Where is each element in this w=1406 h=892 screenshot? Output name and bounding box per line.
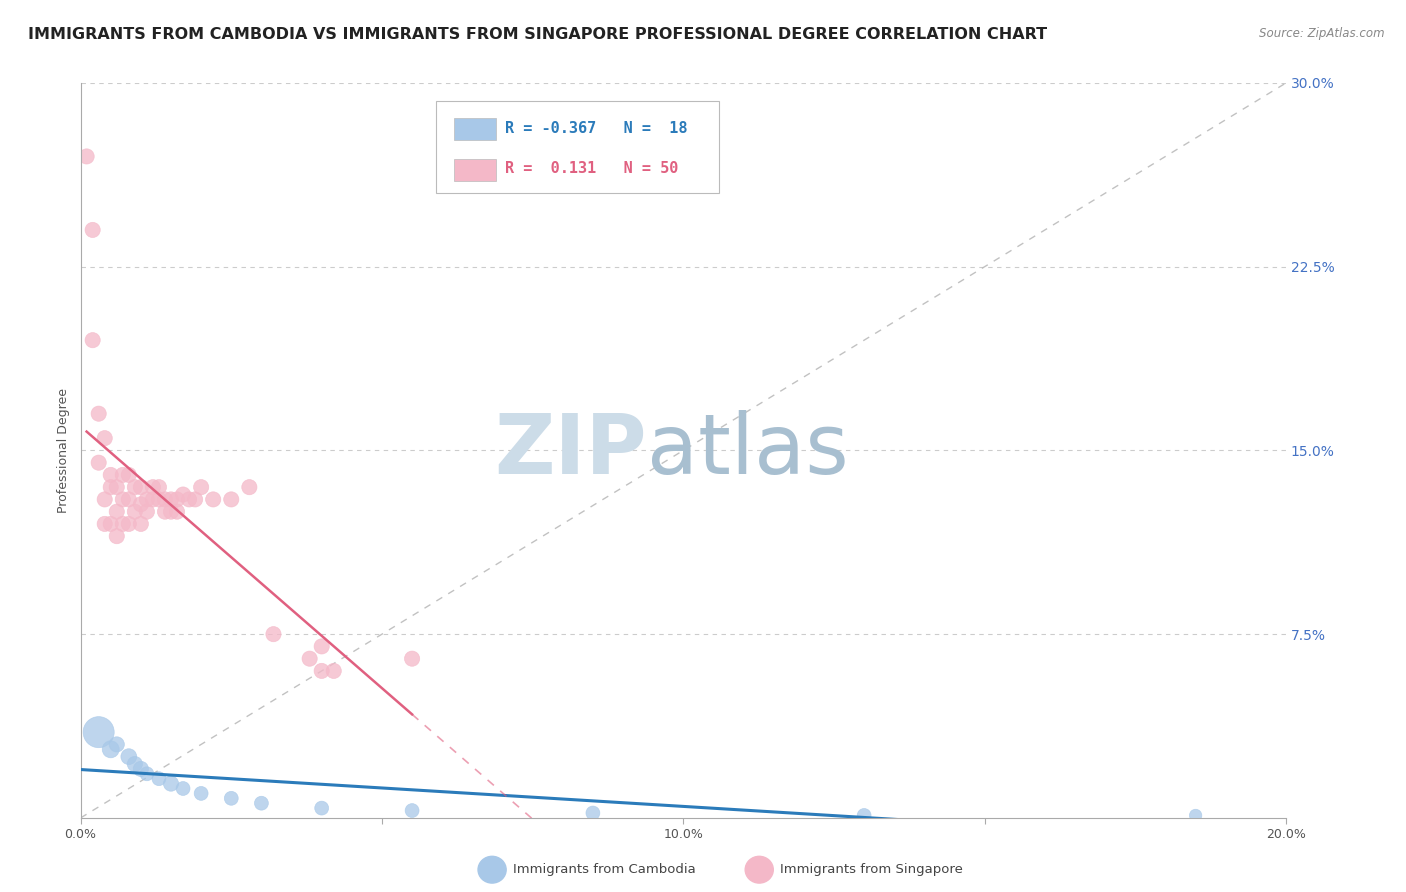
Point (160, 492, 183, 507)
Point (124, 757, 146, 772)
Point (166, 492, 188, 507)
Point (100, 467, 122, 482)
Point (111, 492, 134, 507)
Point (582, 805, 605, 820)
Point (129, 497, 152, 511)
Bar (454, 159, 496, 181)
Text: Immigrants from Cambodia: Immigrants from Cambodia (513, 863, 696, 876)
Point (401, 804, 423, 818)
Point (118, 492, 141, 507)
Point (142, 480, 165, 494)
Point (177, 492, 200, 507)
Point (172, 781, 194, 796)
Point (142, 492, 165, 507)
Point (148, 772, 170, 786)
Point (105, 505, 128, 519)
Y-axis label: Professional Degree: Professional Degree (58, 388, 70, 513)
Point (311, 640, 333, 654)
Point (166, 505, 188, 519)
Point (111, 516, 134, 531)
Point (118, 516, 141, 531)
Point (100, 742, 122, 756)
Point (219, 791, 242, 805)
Point (124, 480, 146, 494)
Point (160, 776, 183, 790)
Point (87, 407, 110, 421)
Text: IMMIGRANTS FROM CAMBODIA VS IMMIGRANTS FROM SINGAPORE PROFESSIONAL DEGREE CORREL: IMMIGRANTS FROM CAMBODIA VS IMMIGRANTS F… (28, 27, 1047, 42)
Point (298, 651, 321, 665)
Point (322, 664, 344, 678)
Point (135, 492, 157, 507)
Point (76, 149, 98, 163)
Point (82, 333, 104, 347)
Point (118, 467, 141, 482)
Point (238, 480, 260, 494)
Point (93, 492, 115, 507)
Text: R =  0.131   N = 50: R = 0.131 N = 50 (505, 161, 678, 177)
Point (853, 808, 876, 822)
Point (105, 480, 128, 494)
Point (135, 505, 157, 519)
Point (135, 766, 157, 780)
Point (190, 786, 212, 800)
Text: R = -0.367   N =  18: R = -0.367 N = 18 (505, 121, 688, 136)
Point (160, 505, 183, 519)
Point (100, 480, 122, 494)
Point (129, 762, 152, 776)
Point (202, 492, 225, 507)
Point (184, 492, 207, 507)
Point (172, 487, 194, 501)
Point (1184, 808, 1206, 822)
Point (311, 801, 333, 815)
Point (148, 480, 170, 494)
Point (118, 749, 141, 764)
Text: Immigrants from Singapore: Immigrants from Singapore (780, 863, 963, 876)
Point (93, 516, 115, 531)
Point (153, 492, 176, 507)
FancyBboxPatch shape (436, 102, 720, 194)
Point (100, 516, 122, 531)
Point (87, 725, 110, 739)
Point (105, 738, 128, 752)
Point (129, 480, 152, 494)
Point (87, 456, 110, 470)
Bar (454, 119, 496, 140)
Point (262, 627, 284, 641)
Point (124, 505, 146, 519)
Point (401, 651, 423, 665)
Text: atlas: atlas (647, 410, 849, 491)
Text: Source: ZipAtlas.com: Source: ZipAtlas.com (1260, 27, 1385, 40)
Point (105, 529, 128, 543)
Point (250, 796, 273, 810)
Text: ZIP: ZIP (495, 410, 647, 491)
Point (129, 516, 152, 531)
Point (93, 431, 115, 445)
Point (82, 223, 104, 237)
Point (111, 467, 134, 482)
Point (190, 480, 212, 494)
Point (148, 492, 170, 507)
Point (219, 492, 242, 507)
Point (311, 664, 333, 678)
Point (153, 505, 176, 519)
